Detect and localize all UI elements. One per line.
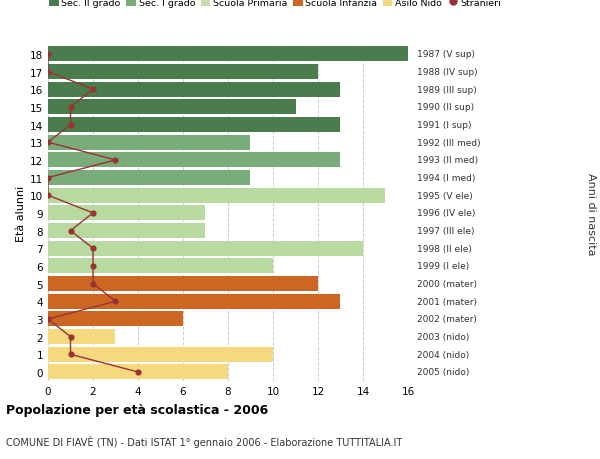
Point bbox=[66, 333, 76, 341]
Text: 1996 (IV ele): 1996 (IV ele) bbox=[417, 209, 475, 218]
Point bbox=[66, 351, 76, 358]
Text: 2001 (mater): 2001 (mater) bbox=[417, 297, 477, 306]
Bar bbox=[48, 276, 318, 291]
Text: 1999 (I ele): 1999 (I ele) bbox=[417, 262, 469, 271]
Bar bbox=[48, 47, 408, 62]
Bar bbox=[48, 118, 340, 133]
Bar bbox=[48, 241, 363, 256]
Bar bbox=[48, 65, 318, 80]
Text: 1993 (II med): 1993 (II med) bbox=[417, 156, 478, 165]
Bar bbox=[48, 206, 205, 221]
Point bbox=[43, 69, 53, 76]
Bar bbox=[48, 330, 115, 344]
Point bbox=[66, 122, 76, 129]
Bar bbox=[48, 364, 228, 380]
Bar bbox=[48, 294, 340, 309]
Bar bbox=[48, 188, 385, 203]
Text: 1998 (II ele): 1998 (II ele) bbox=[417, 244, 472, 253]
Point bbox=[43, 51, 53, 58]
Text: 2000 (mater): 2000 (mater) bbox=[417, 280, 477, 288]
Bar bbox=[48, 83, 340, 97]
Point bbox=[43, 192, 53, 200]
Point bbox=[88, 86, 98, 94]
Text: 1987 (V sup): 1987 (V sup) bbox=[417, 50, 475, 59]
Bar bbox=[48, 100, 296, 115]
Text: 1990 (II sup): 1990 (II sup) bbox=[417, 103, 474, 112]
Point bbox=[43, 139, 53, 146]
Bar bbox=[48, 259, 273, 274]
Point bbox=[88, 245, 98, 252]
Point bbox=[110, 157, 120, 164]
Point bbox=[43, 316, 53, 323]
Text: 2005 (nido): 2005 (nido) bbox=[417, 368, 469, 377]
Point bbox=[88, 280, 98, 288]
Text: 1992 (III med): 1992 (III med) bbox=[417, 139, 481, 147]
Bar bbox=[48, 135, 251, 151]
Point bbox=[88, 210, 98, 217]
Text: 1989 (III sup): 1989 (III sup) bbox=[417, 85, 477, 95]
Bar bbox=[48, 347, 273, 362]
Legend: Sec. II grado, Sec. I grado, Scuola Primaria, Scuola Infanzia, Asilo Nido, Stran: Sec. II grado, Sec. I grado, Scuola Prim… bbox=[49, 0, 501, 8]
Point bbox=[66, 104, 76, 111]
Point bbox=[133, 369, 143, 376]
Bar bbox=[48, 224, 205, 239]
Point bbox=[88, 263, 98, 270]
Text: 1988 (IV sup): 1988 (IV sup) bbox=[417, 68, 478, 77]
Text: COMUNE DI FIAVÈ (TN) - Dati ISTAT 1° gennaio 2006 - Elaborazione TUTTITALIA.IT: COMUNE DI FIAVÈ (TN) - Dati ISTAT 1° gen… bbox=[6, 435, 402, 447]
Text: Popolazione per età scolastica - 2006: Popolazione per età scolastica - 2006 bbox=[6, 403, 268, 416]
Point bbox=[43, 174, 53, 182]
Text: 2002 (mater): 2002 (mater) bbox=[417, 315, 477, 324]
Y-axis label: Età alunni: Età alunni bbox=[16, 185, 26, 241]
Point bbox=[110, 298, 120, 305]
Bar bbox=[48, 153, 340, 168]
Bar bbox=[48, 171, 251, 185]
Text: 2004 (nido): 2004 (nido) bbox=[417, 350, 469, 359]
Text: 1995 (V ele): 1995 (V ele) bbox=[417, 191, 473, 200]
Text: 1997 (III ele): 1997 (III ele) bbox=[417, 227, 475, 235]
Text: 1991 (I sup): 1991 (I sup) bbox=[417, 121, 472, 130]
Text: Anni di nascita: Anni di nascita bbox=[586, 172, 596, 255]
Text: 1994 (I med): 1994 (I med) bbox=[417, 174, 475, 183]
Point bbox=[66, 227, 76, 235]
Text: 2003 (nido): 2003 (nido) bbox=[417, 332, 469, 341]
Bar bbox=[48, 312, 183, 327]
